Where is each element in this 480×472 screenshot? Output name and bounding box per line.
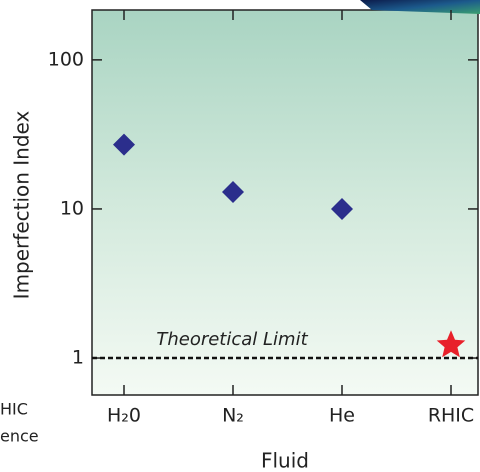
y-tick-label: 10 bbox=[60, 197, 84, 219]
x-tick-label: H₂0 bbox=[107, 405, 141, 427]
side-text: ence bbox=[0, 427, 39, 446]
limit-label: Theoretical Limit bbox=[156, 329, 308, 350]
diamond-marker bbox=[331, 197, 353, 220]
star-marker bbox=[436, 330, 466, 358]
diamond-marker bbox=[222, 180, 244, 203]
y-tick-label: 100 bbox=[48, 48, 84, 70]
x-tick-label: RHIC bbox=[428, 405, 474, 427]
x-axis-label: Fluid bbox=[261, 449, 309, 472]
plot-area bbox=[91, 9, 479, 396]
y-axis-label: Imperfection Index bbox=[10, 111, 34, 300]
x-tick-label: He bbox=[329, 405, 355, 427]
x-tick-label: N₂ bbox=[222, 405, 244, 427]
photo-fragment bbox=[360, 0, 480, 14]
y-tick-label: 1 bbox=[72, 347, 84, 369]
side-text: HIC bbox=[0, 400, 28, 419]
diamond-marker bbox=[113, 133, 135, 156]
